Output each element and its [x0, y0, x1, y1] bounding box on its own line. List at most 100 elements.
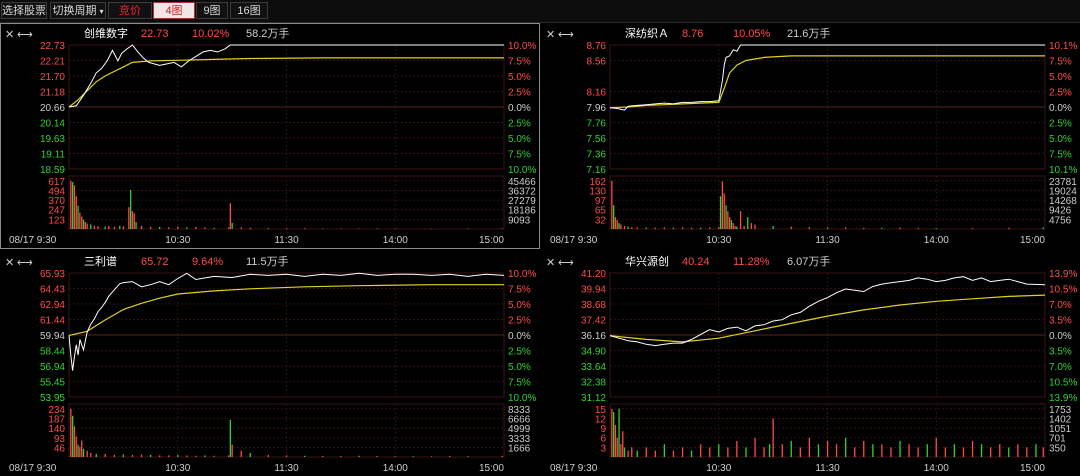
avg-price-line	[609, 55, 1045, 109]
chart-panel[interactable]: ✕ ⟷ 深纺织Ａ 8.76 10.05% 21.6万手 8.76 8.56 8.16 7.96 7.…	[542, 24, 1080, 248]
volume-amount-label: 9093	[508, 215, 531, 226]
intraday-chart: ✕ ⟷ 深纺织Ａ 8.76 10.05% 21.6万手 8.76 8.56 8.16 7.96 7.…	[546, 26, 1077, 246]
stock-name: 创维数字	[84, 26, 128, 40]
time-label: 15:00	[479, 235, 504, 246]
volume-bar	[636, 450, 638, 457]
chart-panel[interactable]: ✕ ⟷ 华兴源创 40.24 11.28% 6.07万手 41.20 39.94 38.68 37…	[542, 252, 1080, 476]
price-tick-label: 33.64	[581, 362, 606, 373]
close-icon: ✕	[546, 29, 555, 41]
stock-price: 65.72	[141, 256, 169, 268]
volume-bar	[962, 447, 965, 457]
price-line	[68, 272, 505, 371]
volume-bar	[631, 447, 633, 457]
price-tick-label: 64.43	[40, 285, 65, 296]
view-4-button[interactable]: 4图	[153, 2, 195, 19]
volume-bar	[304, 455, 306, 457]
volume-amount-label: 9426	[1049, 206, 1072, 217]
volume-bar	[620, 224, 622, 229]
close-icon: ✕	[5, 257, 14, 269]
volume-bar	[79, 212, 81, 229]
volume-bar	[340, 228, 342, 229]
time-label: 11:30	[815, 235, 840, 246]
bid-button[interactable]: 竞价	[108, 2, 152, 19]
volume-bar	[1026, 447, 1028, 457]
volume-tick-label: 93	[54, 434, 66, 445]
view-9-button[interactable]: 9图	[196, 2, 228, 19]
volume-bar	[808, 227, 810, 229]
volume-bar	[86, 223, 88, 229]
volume-tick-label: 494	[48, 186, 65, 197]
volume-bar	[718, 227, 720, 229]
volume-bar	[159, 227, 161, 229]
volume-bar	[128, 207, 130, 229]
price-tick-label: 31.12	[581, 393, 606, 404]
volume-bar	[631, 227, 633, 229]
volume-bar	[953, 444, 955, 457]
volume-bar	[613, 205, 615, 229]
volume-bar	[231, 222, 233, 229]
volume-bar	[845, 227, 847, 229]
volume-bar	[81, 440, 83, 457]
close-icon: ✕	[546, 257, 555, 269]
price-tick-label: 8.76	[587, 41, 607, 52]
volume-bar	[195, 455, 197, 457]
volume-bar	[304, 228, 306, 229]
chart-panel[interactable]: ✕ ⟷ 三利谱 65.72 9.64% 11.5万手 65.93 64.43 62.94 61.4…	[1, 252, 539, 476]
volume-bar	[140, 454, 143, 457]
intraday-chart: ✕ ⟷ 创维数字 22.73 10.02% 58.2万手 22.73 22.21 21.70 21…	[5, 26, 536, 246]
volume-bar	[204, 227, 206, 229]
volume-amount-label: 1666	[508, 444, 531, 455]
volume-bar	[131, 211, 134, 229]
volume-tick-label: 234	[48, 405, 65, 416]
volume-bar	[817, 444, 820, 457]
volume-tick-label: 32	[595, 215, 607, 226]
volume-bar	[944, 447, 946, 457]
volume-bar	[826, 440, 829, 457]
price-tick-label: 38.68	[581, 300, 606, 311]
pct-tick-label: 5.0%	[508, 362, 531, 373]
price-tick-label: 21.18	[40, 87, 65, 98]
volume-amount-label: 18186	[508, 206, 536, 217]
volume-bar	[935, 437, 937, 457]
volume-bar	[734, 226, 736, 229]
volume-bar	[159, 455, 161, 457]
volume-bar	[618, 408, 620, 457]
volume-bar	[719, 196, 722, 229]
volume-amount-label: 1402	[1049, 414, 1072, 425]
volume-tick-label: 12	[595, 414, 607, 425]
volume-tick-label: 123	[48, 215, 65, 226]
select-stock-button[interactable]: 选择股票	[1, 2, 47, 19]
volume-bar	[135, 222, 137, 229]
volume-bar	[845, 437, 847, 457]
avg-price-line	[68, 57, 504, 108]
time-label: 15:00	[479, 463, 504, 474]
switch-period-label: 切换周期	[52, 5, 97, 17]
volume-bar	[119, 225, 121, 229]
pct-tick-label: 10.5%	[1049, 378, 1077, 389]
volume-bar	[240, 450, 242, 457]
volume-bar	[113, 226, 115, 229]
chart-panel[interactable]: ✕ ⟷ 创维数字 22.73 10.02% 58.2万手 22.73 22.21 21.70 21…	[0, 23, 540, 249]
volume-bar	[917, 447, 919, 457]
volume-bar	[204, 455, 206, 457]
volume-bar	[358, 228, 360, 229]
price-tick-label: 18.59	[40, 165, 65, 176]
chart-header: ✕ ⟷ 华兴源创 40.24 11.28% 6.07万手	[546, 254, 830, 269]
volume-bar	[613, 412, 615, 457]
volume-bar	[75, 436, 77, 457]
price-tick-label: 22.21	[40, 57, 65, 68]
price-tick-label: 65.93	[40, 269, 65, 280]
price-tick-label: 7.76	[587, 119, 607, 130]
expand-icon: ⟷	[558, 29, 574, 41]
volume-bar	[627, 226, 629, 229]
switch-period-dropdown[interactable]: 切换周期 ▾	[50, 2, 106, 19]
volume-bar	[72, 182, 74, 229]
volume-bar	[95, 453, 97, 457]
volume-bar	[97, 226, 99, 229]
volume-amount-label: 350	[1049, 443, 1066, 454]
price-tick-label: 21.70	[40, 72, 65, 83]
view-16-button[interactable]: 16图	[230, 2, 268, 19]
pct-tick-label: 0.0%	[1049, 103, 1072, 114]
price-tick-label: 41.20	[581, 269, 606, 280]
volume-bar	[971, 228, 974, 229]
